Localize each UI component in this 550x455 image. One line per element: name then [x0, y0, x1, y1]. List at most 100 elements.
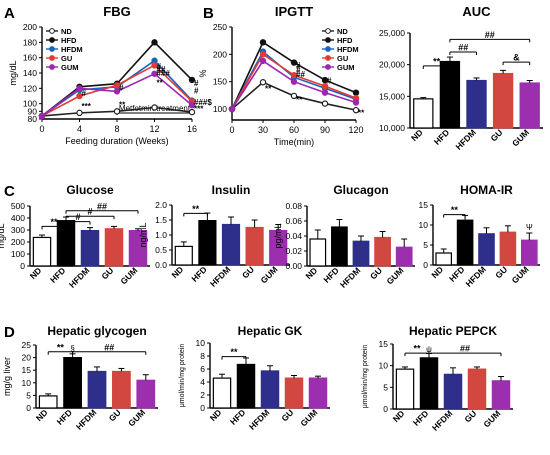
y-tick-label: 0.08 — [285, 201, 302, 211]
legend-label-hfd: HFD — [337, 36, 353, 45]
bar-gu — [284, 377, 304, 409]
x-tick-label: HFDM — [67, 265, 91, 289]
bar-hfd — [439, 60, 461, 129]
y-tick-label: 8 — [200, 351, 205, 361]
chart-title: FBG — [103, 4, 130, 19]
x-tick-label: ND — [28, 265, 44, 281]
x-axis-label: Time(min) — [274, 137, 314, 147]
data-point-gum — [352, 99, 360, 106]
significance-label: ** — [413, 344, 421, 354]
data-point-gum — [113, 88, 121, 95]
y-axis-label: mg/g liver — [2, 357, 12, 396]
chart-title: HOMA-IR — [460, 183, 513, 197]
significance-label: ** — [50, 217, 58, 227]
x-tick-label: ND — [429, 264, 445, 280]
significance-mark: ** — [296, 95, 303, 104]
significance-label: ** — [433, 56, 441, 66]
bar-hfd — [456, 219, 474, 266]
chart-title: Hepatic GK — [238, 324, 303, 338]
y-tick-label: 10 — [22, 378, 32, 388]
data-point-gum — [290, 78, 298, 85]
y-tick-label: 6 — [200, 364, 205, 374]
bar-gu — [245, 226, 264, 266]
bar-hfdm — [466, 79, 487, 129]
y-tick-label: 180 — [23, 37, 37, 47]
panel-letter-a: A — [4, 5, 15, 22]
y-tick-label: 140 — [23, 68, 37, 78]
legend-label-gu: GU — [61, 54, 72, 63]
legend-label-gu: GU — [337, 54, 348, 63]
y-tick-label: 0.06 — [285, 216, 302, 226]
legend-label-nd: ND — [61, 27, 72, 36]
x-tick-label: GU — [493, 264, 509, 280]
x-tick-label: 90 — [320, 125, 330, 135]
data-point-nd — [76, 109, 83, 117]
y-axis-label: μmol/min/mg protein — [362, 345, 369, 409]
x-tick-label: GU — [462, 408, 478, 424]
legend-label-gum: GUM — [61, 63, 79, 72]
y-tick-label: 300 — [11, 225, 25, 235]
significance-mark: # — [82, 89, 87, 98]
y-tick-label: 0.02 — [285, 246, 302, 256]
x-tick-label: GUM — [259, 264, 280, 285]
bar-hfd — [236, 363, 256, 409]
legend-swatch-marker — [325, 46, 331, 52]
significance-mark: *** — [194, 104, 204, 113]
data-point-gum — [321, 89, 329, 96]
y-tick-label: 10,000 — [379, 123, 405, 133]
data-point-gu — [151, 62, 158, 69]
significance-mark: Ψ — [526, 223, 533, 232]
y-tick-label: 1.0 — [155, 230, 167, 240]
significance-label: ## — [460, 344, 470, 354]
data-point-gu — [113, 82, 121, 89]
legend-swatch-marker — [49, 28, 55, 34]
significance-label: ## — [485, 30, 495, 40]
data-point-gu — [259, 51, 267, 58]
legend-swatch-marker — [49, 55, 55, 61]
significance-mark: # — [296, 65, 301, 74]
panel-letter-d: D — [4, 324, 15, 341]
legend-label-nd: ND — [337, 27, 348, 36]
bar-hfd — [419, 357, 439, 410]
data-point-gum — [76, 85, 83, 92]
x-tick-label: ND — [409, 127, 425, 143]
significance-label: ** — [192, 204, 200, 214]
x-tick-label: 4 — [77, 124, 82, 134]
x-tick-label: 0 — [229, 125, 234, 135]
data-point-gum — [151, 70, 158, 77]
data-point-gum — [259, 57, 267, 65]
x-tick-label: HFDM — [74, 407, 98, 431]
bar-nd — [174, 245, 193, 266]
y-tick-label: 4 — [200, 377, 205, 387]
x-tick-label: HFDM — [453, 127, 477, 151]
y-tick-label: 5 — [423, 240, 428, 250]
bar-hfdm — [260, 370, 280, 409]
x-tick-label: HFDM — [247, 407, 271, 431]
x-tick-label: GUM — [126, 407, 147, 428]
significance-mark: ** — [157, 78, 164, 87]
x-tick-label: HFD — [48, 265, 67, 284]
y-tick-label: 0 — [26, 403, 31, 413]
x-tick-label: ND — [34, 407, 50, 423]
x-tick-label: 60 — [289, 125, 299, 135]
y-tick-label: 15 — [379, 339, 389, 349]
bar-gu — [499, 231, 517, 266]
x-tick-label: HFDM — [338, 265, 362, 289]
significance-mark: # — [157, 62, 162, 71]
x-tick-label: GUM — [481, 408, 502, 429]
legend-swatch-marker — [49, 64, 55, 70]
y-tick-label: 25 — [22, 340, 32, 350]
y-tick-label: 0.00 — [285, 261, 302, 271]
y-tick-label: 25,000 — [379, 28, 405, 38]
significance-mark: # — [119, 84, 124, 93]
y-axis-label: % — [198, 69, 208, 77]
legend-swatch-marker — [49, 46, 55, 52]
y-tick-label: 2 — [200, 390, 205, 400]
bar-gum — [519, 82, 540, 129]
bar-hfdm — [478, 233, 495, 266]
x-tick-label: HFDM — [208, 264, 232, 288]
y-tick-label: 10 — [379, 361, 389, 371]
y-tick-label: 80 — [28, 114, 38, 124]
x-tick-label: HFD — [55, 407, 74, 426]
